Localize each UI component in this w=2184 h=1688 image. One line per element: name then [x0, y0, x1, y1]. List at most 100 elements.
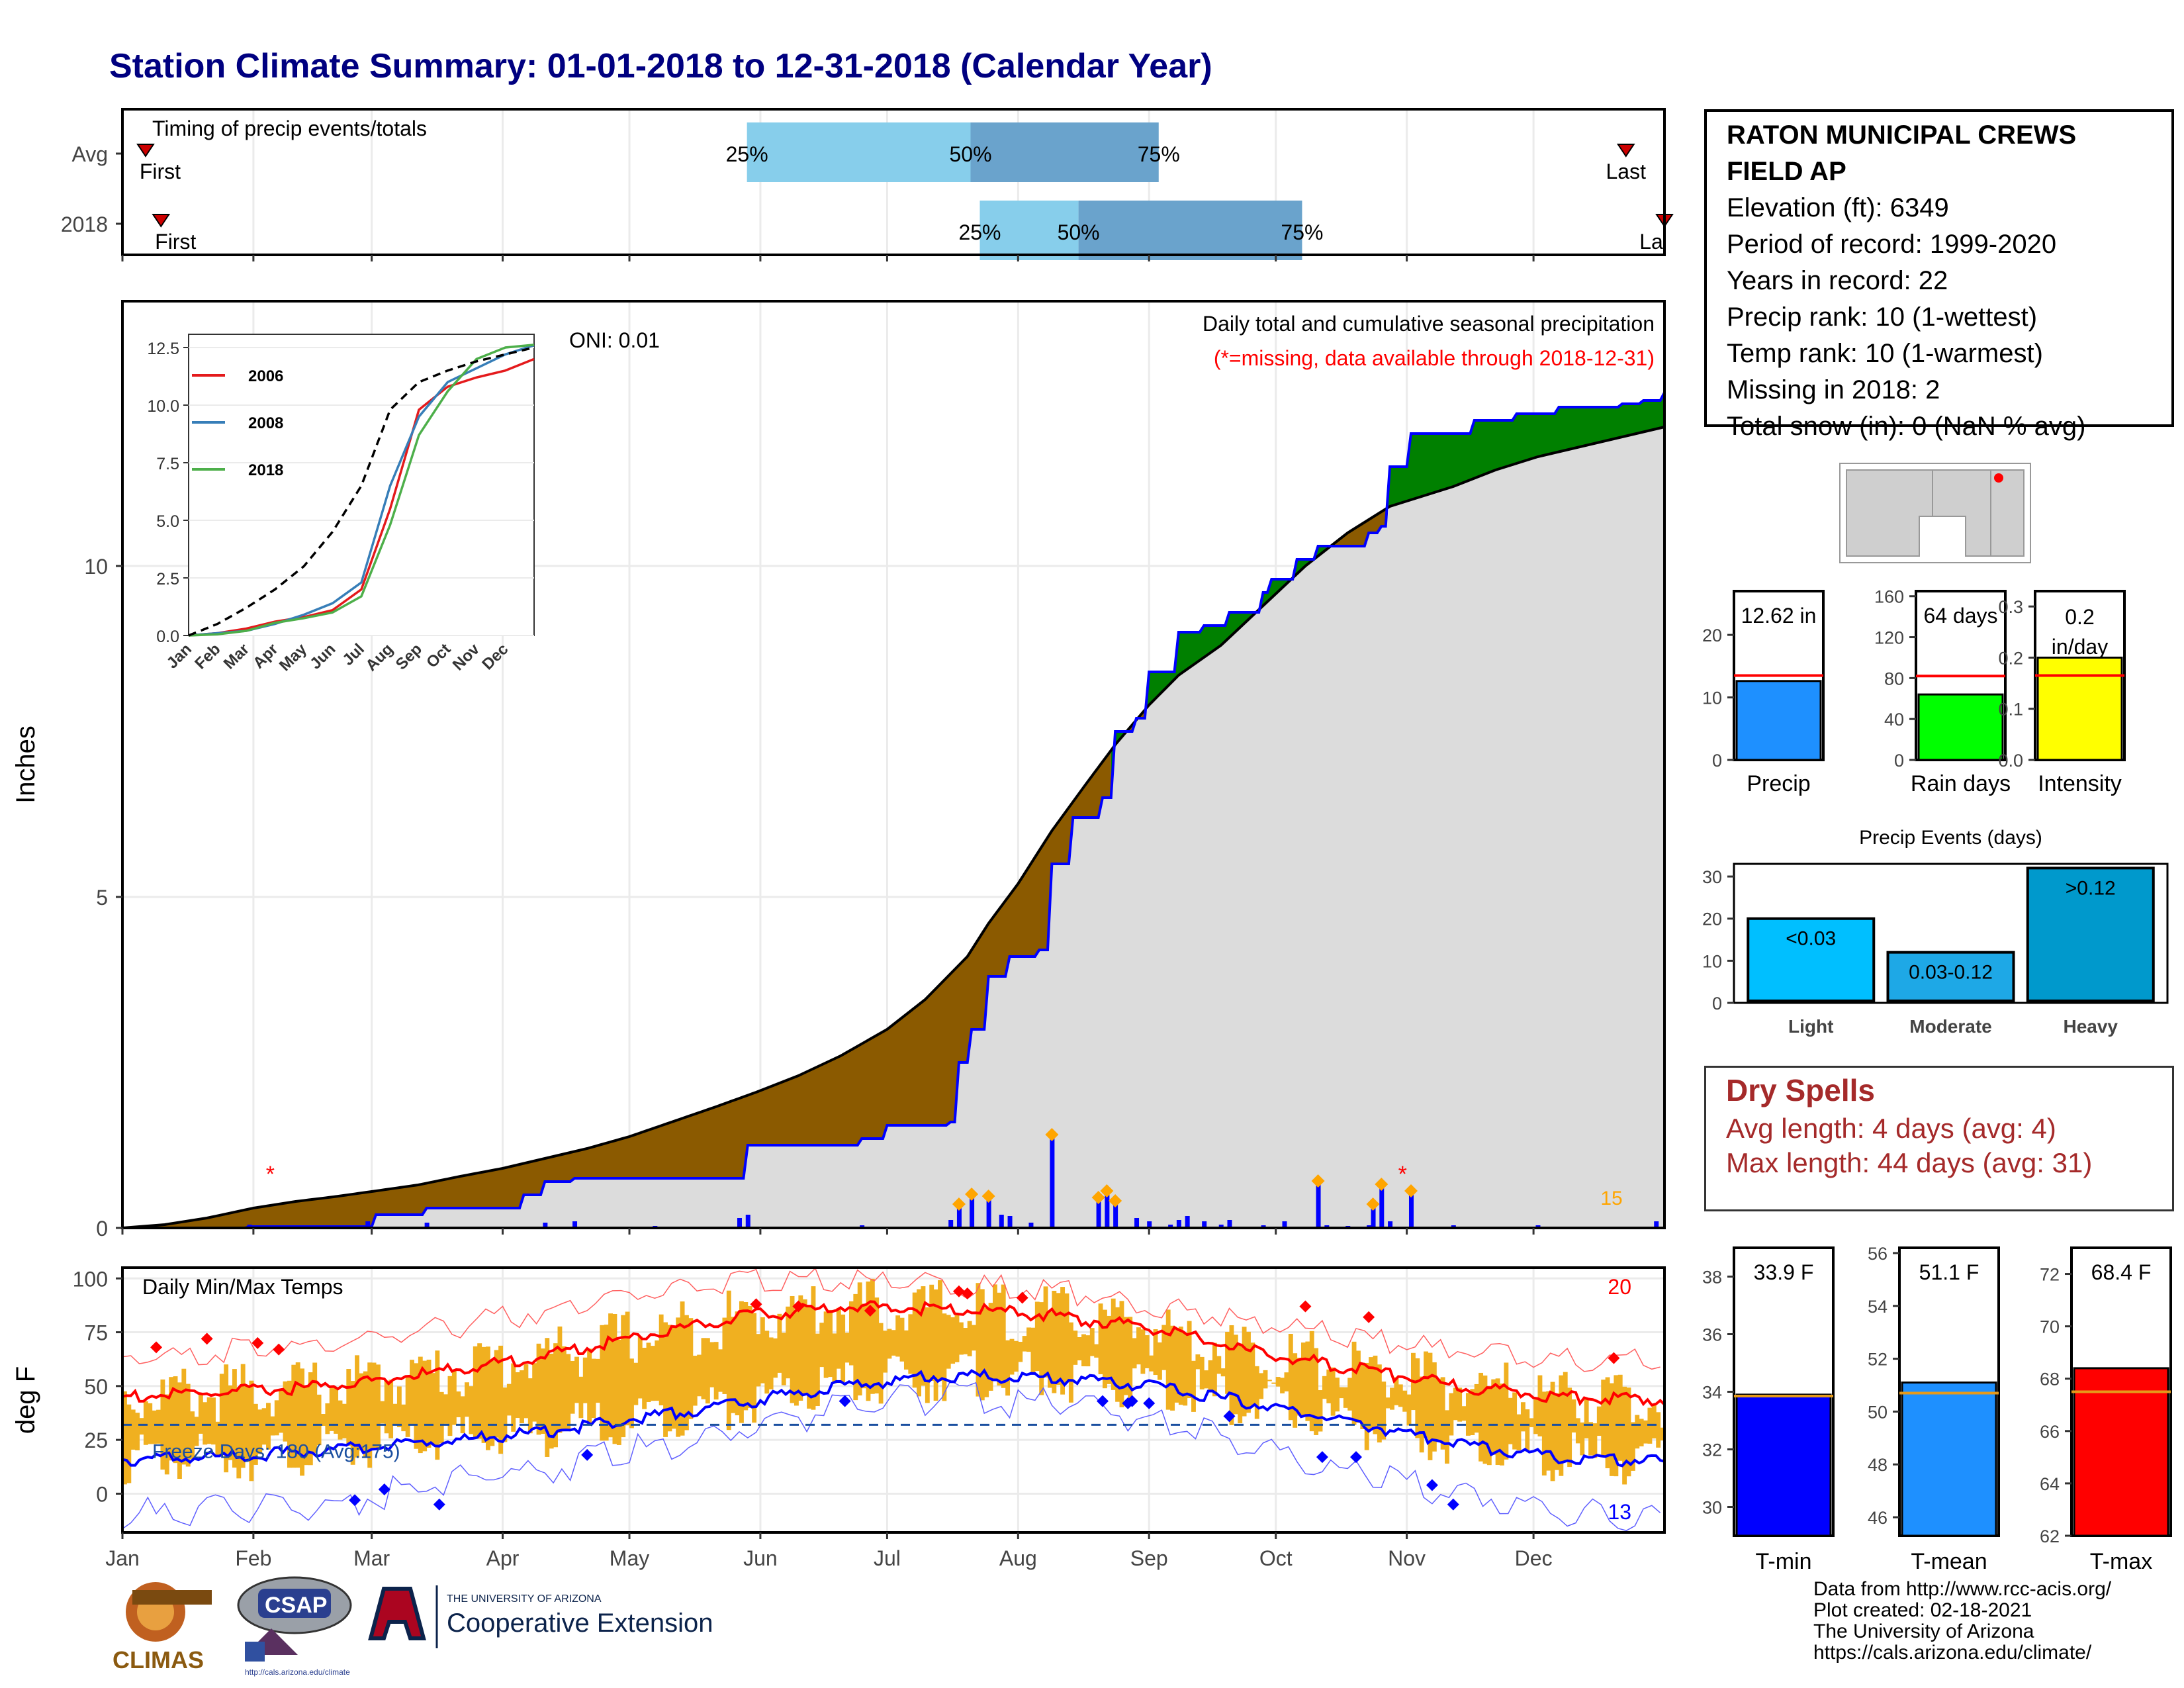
events-chart-title: Precip Events (days) — [1859, 827, 2042, 849]
daily-temp-bar — [122, 1391, 127, 1485]
credit-university: The University of Arizona — [1813, 1620, 2034, 1642]
daily-temp-bar — [279, 1390, 284, 1433]
daily-temp-bar — [1516, 1414, 1522, 1451]
daily-temp-bar — [1068, 1322, 1073, 1403]
daily-temp-bar — [1571, 1399, 1576, 1433]
daily-temp-bar — [895, 1315, 901, 1357]
logos: CLIMAS CSAP http://cals.arizona.edu/clim… — [113, 1576, 713, 1677]
daily-temp-bar — [642, 1348, 647, 1409]
extreme-precip-marker — [1404, 1184, 1418, 1197]
intensity-panel-label: Intensity — [2038, 771, 2122, 796]
daily-temp-bar — [1457, 1387, 1463, 1422]
daily-temp-bar — [891, 1330, 896, 1356]
daily-temp-bar — [1343, 1387, 1348, 1408]
daily-temp-bar — [1107, 1315, 1112, 1384]
inset-series-2018 — [188, 344, 535, 637]
timing-quantile-label: 75% — [1138, 142, 1180, 166]
month-label: Apr — [486, 1546, 520, 1570]
daily-temp-bar — [384, 1380, 389, 1434]
timing-quantile-label: 75% — [1281, 220, 1323, 244]
daily-temp-bar — [650, 1346, 655, 1401]
daily-temp-bar — [1309, 1331, 1314, 1432]
daily-temp-bar — [392, 1403, 398, 1425]
panel-y-tick-label: 68 — [2040, 1370, 2060, 1389]
daily-temp-bar — [646, 1342, 651, 1403]
record-high-marker — [251, 1336, 264, 1349]
panel-y-tick-label: 40 — [1884, 710, 1904, 729]
daily-temp-bar — [431, 1373, 435, 1444]
daily-temp-bar — [1508, 1397, 1513, 1444]
daily-temp-bar — [1140, 1329, 1146, 1374]
daily-temp-bar — [637, 1336, 643, 1399]
daily-precip-bar — [1388, 1221, 1393, 1228]
daily-temp-bar — [1280, 1378, 1285, 1393]
extreme-precip-marker — [1045, 1128, 1059, 1141]
daily-temp-bar — [511, 1363, 516, 1432]
daily-temp-bar — [595, 1358, 600, 1403]
ua-small-text: THE UNIVERSITY OF ARIZONA — [447, 1593, 602, 1605]
daily-precip-bar — [745, 1215, 751, 1228]
daily-temp-bar — [1347, 1378, 1353, 1411]
daily-temp-bar — [566, 1354, 571, 1431]
daily-temp-bar — [984, 1307, 989, 1397]
panel-y-tick-label: 30 — [1702, 1498, 1722, 1518]
panel-y-tick-label: 0.1 — [1998, 700, 2023, 720]
daily-temp-bar — [1575, 1418, 1580, 1444]
daily-temp-bar — [768, 1337, 774, 1389]
daily-temp-bar — [126, 1404, 132, 1483]
daily-temp-bar — [224, 1364, 229, 1473]
daily-temp-bar — [1482, 1375, 1488, 1464]
daily-temp-bar — [1288, 1334, 1293, 1421]
t-max-bar — [2073, 1367, 2169, 1537]
daily-temp-bar — [380, 1401, 385, 1424]
events-category-light: Light — [1788, 1016, 1833, 1037]
daily-temp-bar — [557, 1326, 563, 1433]
daily-precip-bar — [970, 1198, 975, 1228]
daily-temp-bar — [439, 1391, 444, 1444]
daily-temp-bar — [1364, 1362, 1369, 1450]
events-bar-label-moderate: 0.03-0.12 — [1909, 962, 1993, 984]
daily-temp-bar — [1238, 1343, 1243, 1424]
record-low-marker — [1096, 1395, 1109, 1407]
daily-temp-bar — [1335, 1378, 1340, 1412]
t-mean-bar — [1901, 1382, 1997, 1537]
daily-temp-bar — [1297, 1358, 1302, 1416]
daily-temp-bar — [1567, 1387, 1572, 1468]
timing-bar-q25-q50 — [747, 122, 971, 182]
daily-temp-bar — [295, 1362, 300, 1468]
record-high-marker — [1363, 1311, 1375, 1323]
daily-temp-bar — [388, 1380, 394, 1438]
station-period: Period of record: 1999-2020 — [1727, 230, 2057, 259]
daily-temp-bar — [396, 1386, 402, 1428]
station-info-box: RATON MUNICIPAL CREWS FIELD AP Elevation… — [1704, 109, 2174, 441]
daily-temp-bar — [1525, 1409, 1530, 1452]
daily-temp-bar — [1275, 1377, 1281, 1387]
t-min-value-label: 33.9 F — [1754, 1260, 1814, 1284]
daily-temp-bar — [862, 1303, 867, 1389]
daily-temp-bar — [1622, 1386, 1627, 1485]
daily-temp-bar — [1520, 1402, 1525, 1432]
extreme-precip-marker — [1109, 1194, 1122, 1207]
daily-temp-bar — [1022, 1336, 1027, 1352]
daily-temp-bar — [1415, 1358, 1420, 1438]
daily-temp-bar — [903, 1330, 909, 1370]
daily-temp-bar — [363, 1371, 368, 1458]
daily-temp-bar — [502, 1387, 508, 1442]
daily-temp-bar — [401, 1404, 406, 1432]
daily-temp-bar — [236, 1387, 242, 1479]
first-event-label: First — [155, 230, 196, 254]
month-label: Dec — [1515, 1546, 1553, 1570]
daily-temp-bar — [616, 1339, 621, 1445]
daily-temp-bar — [1144, 1335, 1150, 1368]
timing-quantile-label: 25% — [726, 142, 768, 166]
daily-temp-bar — [308, 1372, 313, 1466]
daily-temp-bar — [232, 1369, 237, 1468]
daily-temp-bar — [938, 1280, 942, 1382]
timing-chart: Timing of precip events/totals 25% 50% 75% F… — [61, 108, 1674, 261]
daily-temp-bar — [198, 1393, 203, 1434]
temps-y-tick-label: 0 — [96, 1482, 108, 1506]
daily-temp-bar — [802, 1299, 807, 1395]
daily-temp-bar — [456, 1391, 461, 1417]
daily-temp-bar — [334, 1387, 339, 1434]
precip-chart-title: Daily total and cumulative seasonal prec… — [1203, 312, 1655, 336]
